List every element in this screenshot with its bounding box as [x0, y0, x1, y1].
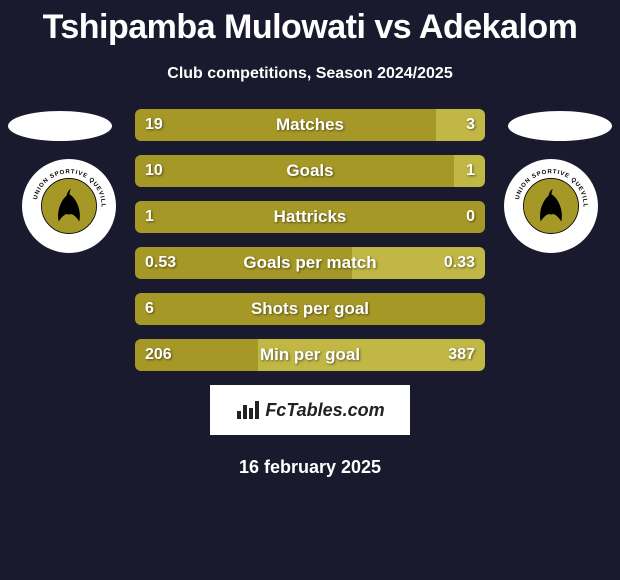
- stat-row: Matches193: [135, 109, 485, 141]
- player-marker-right: [508, 111, 612, 141]
- stat-seg-right: [352, 247, 485, 279]
- stat-seg-right: [454, 155, 486, 187]
- stat-seg-left: [135, 339, 258, 371]
- brand-badge: FcTables.com: [210, 385, 410, 435]
- stat-row: Min per goal206387: [135, 339, 485, 371]
- stat-row: Goals per match0.530.33: [135, 247, 485, 279]
- stat-bars: Matches193 Goals101 Hattricks10 Goals per m…: [135, 109, 485, 371]
- club-crest-icon: UNION SPORTIVE QUEVILLAISE: [26, 163, 112, 249]
- subtitle: Club competitions, Season 2024/2025: [0, 65, 620, 83]
- stat-seg-left: [135, 201, 485, 233]
- page-title: Tshipamba Mulowati vs Adekalom: [0, 0, 620, 47]
- stat-seg-right: [436, 109, 485, 141]
- stat-seg-left: [135, 155, 454, 187]
- date-text: 16 february 2025: [0, 457, 620, 478]
- bar-chart-icon: [235, 399, 261, 421]
- club-logo-right: UNION SPORTIVE QUEVILLAISE: [504, 159, 598, 253]
- player-marker-left: [8, 111, 112, 141]
- club-logo-left: UNION SPORTIVE QUEVILLAISE: [22, 159, 116, 253]
- comparison-panel: UNION SPORTIVE QUEVILLAISE UNION SPORTIV…: [0, 109, 620, 371]
- stat-seg-right: [258, 339, 486, 371]
- stat-row: Shots per goal6: [135, 293, 485, 325]
- stat-seg-left: [135, 247, 352, 279]
- brand-text: FcTables.com: [265, 400, 384, 421]
- stat-row: Hattricks10: [135, 201, 485, 233]
- club-crest-icon: UNION SPORTIVE QUEVILLAISE: [508, 163, 594, 249]
- stat-seg-left: [135, 293, 485, 325]
- stat-row: Goals101: [135, 155, 485, 187]
- stat-seg-left: [135, 109, 436, 141]
